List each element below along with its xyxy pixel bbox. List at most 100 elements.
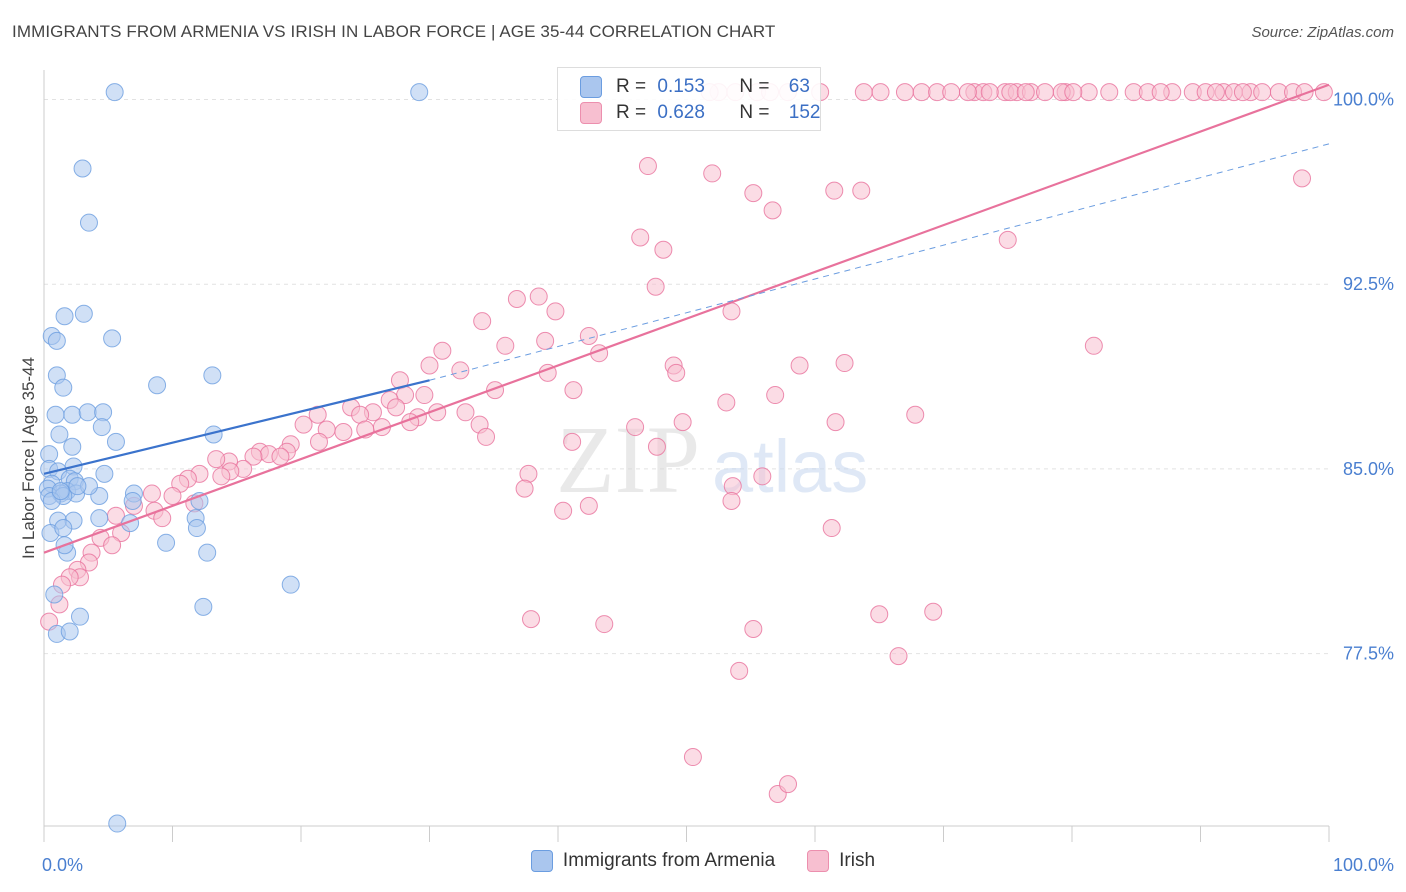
armenia-point: [281, 575, 300, 594]
legend-item-armenia[interactable]: Immigrants from Armenia: [530, 850, 776, 872]
legend-item-irish[interactable]: Irish: [807, 850, 875, 872]
legend-swatch-armenia: [530, 850, 553, 872]
stats-swatch-armenia: [580, 76, 602, 98]
irish-point: [825, 181, 844, 200]
irish-point: [1084, 336, 1103, 355]
irish-point: [515, 479, 534, 498]
series-armenia-points: [38, 83, 429, 833]
armenia-point: [60, 622, 79, 641]
armenia-point: [95, 464, 114, 483]
stats-row-irish: R = 0.628 N = 152: [580, 102, 820, 124]
irish-point: [420, 356, 439, 375]
irish-point: [730, 661, 749, 680]
irish-point: [1233, 83, 1252, 102]
armenia-point: [73, 159, 92, 178]
y-tick-label: 85.0%: [1343, 459, 1394, 479]
irish-point: [1253, 83, 1272, 102]
irish-point: [631, 228, 650, 247]
irish-point: [415, 386, 434, 405]
irish-point: [473, 312, 492, 331]
irish-point: [1206, 83, 1225, 102]
armenia-point: [45, 585, 64, 604]
irish-point: [998, 230, 1017, 249]
irish-point: [646, 277, 665, 296]
irish-point: [822, 519, 841, 538]
irish-point: [334, 422, 353, 441]
irish-point: [309, 432, 328, 451]
irish-point: [852, 181, 871, 200]
irish-point: [1295, 83, 1314, 102]
irish-point: [103, 536, 122, 555]
irish-point: [1100, 83, 1119, 102]
irish-point: [579, 496, 598, 515]
armenia-point: [47, 331, 66, 350]
irish-point: [753, 467, 772, 486]
stats-n-value: 63: [788, 76, 810, 97]
irish-point: [507, 290, 526, 309]
armenia-point: [79, 213, 98, 232]
armenia-point: [198, 543, 217, 562]
irish-point: [626, 418, 645, 437]
irish-point: [744, 184, 763, 203]
stats-swatch-irish: [580, 102, 602, 124]
irish-point: [854, 83, 873, 102]
armenia-point: [410, 83, 429, 102]
irish-point: [980, 83, 999, 102]
armenia-point: [103, 329, 122, 348]
irish-point: [1016, 83, 1035, 102]
irish-point: [207, 450, 226, 469]
irish-point: [212, 467, 231, 486]
bottom-legend: Immigrants from Armenia Irish: [0, 850, 1406, 872]
legend-label-irish: Irish: [839, 850, 876, 871]
legend-label-armenia: Immigrants from Armenia: [562, 850, 776, 871]
armenia-point: [54, 519, 73, 538]
irish-point: [1079, 83, 1098, 102]
irish-point: [163, 487, 182, 506]
irish-point: [942, 83, 961, 102]
irish-point: [579, 326, 598, 345]
irish-point: [906, 405, 925, 424]
irish-point: [554, 501, 573, 520]
irish-point: [779, 775, 798, 794]
armenia-point: [63, 437, 82, 456]
y-tick-label: 92.5%: [1343, 274, 1394, 294]
irish-point: [744, 619, 763, 638]
armenia-point: [51, 482, 70, 501]
irish-point: [673, 413, 692, 432]
armenia-point: [108, 814, 127, 833]
armenia-point: [63, 405, 82, 424]
armenia-point: [106, 432, 125, 451]
irish-point: [683, 748, 702, 767]
irish-point: [924, 602, 943, 621]
irish-point: [638, 157, 657, 176]
irish-point: [387, 398, 406, 417]
chart-title: IMMIGRANTS FROM ARMENIA VS IRISH IN LABO…: [12, 22, 776, 41]
armenia-point: [46, 405, 65, 424]
armenia-point: [70, 607, 89, 626]
irish-point: [1036, 83, 1055, 102]
irish-point: [477, 427, 496, 446]
irish-point: [647, 437, 666, 456]
irish-point: [870, 605, 889, 624]
irish-point: [763, 201, 782, 220]
irish-point: [667, 363, 686, 382]
tick-labels: 77.5% 85.0% 92.5% 100.0% 0.0% 100.0%: [42, 90, 1394, 875]
stats-r-label: R =: [616, 102, 652, 123]
armenia-point: [187, 519, 206, 538]
stats-n-label: N =: [739, 102, 775, 123]
armenia-point: [148, 376, 167, 395]
armenia-point: [74, 304, 93, 323]
irish-point: [1001, 83, 1020, 102]
source-label: Source: ZipAtlas.com: [1251, 24, 1394, 41]
armenia-trend-extension: [429, 143, 1330, 381]
armenia-point: [68, 477, 87, 496]
irish-point: [519, 464, 538, 483]
armenia-point: [50, 425, 69, 444]
irish-point: [766, 386, 785, 405]
irish-point: [1064, 83, 1083, 102]
irish-point: [244, 447, 263, 466]
irish-trend-line: [43, 83, 1330, 554]
x-tick-label: 0.0%: [42, 855, 83, 875]
irish-point: [835, 354, 854, 373]
